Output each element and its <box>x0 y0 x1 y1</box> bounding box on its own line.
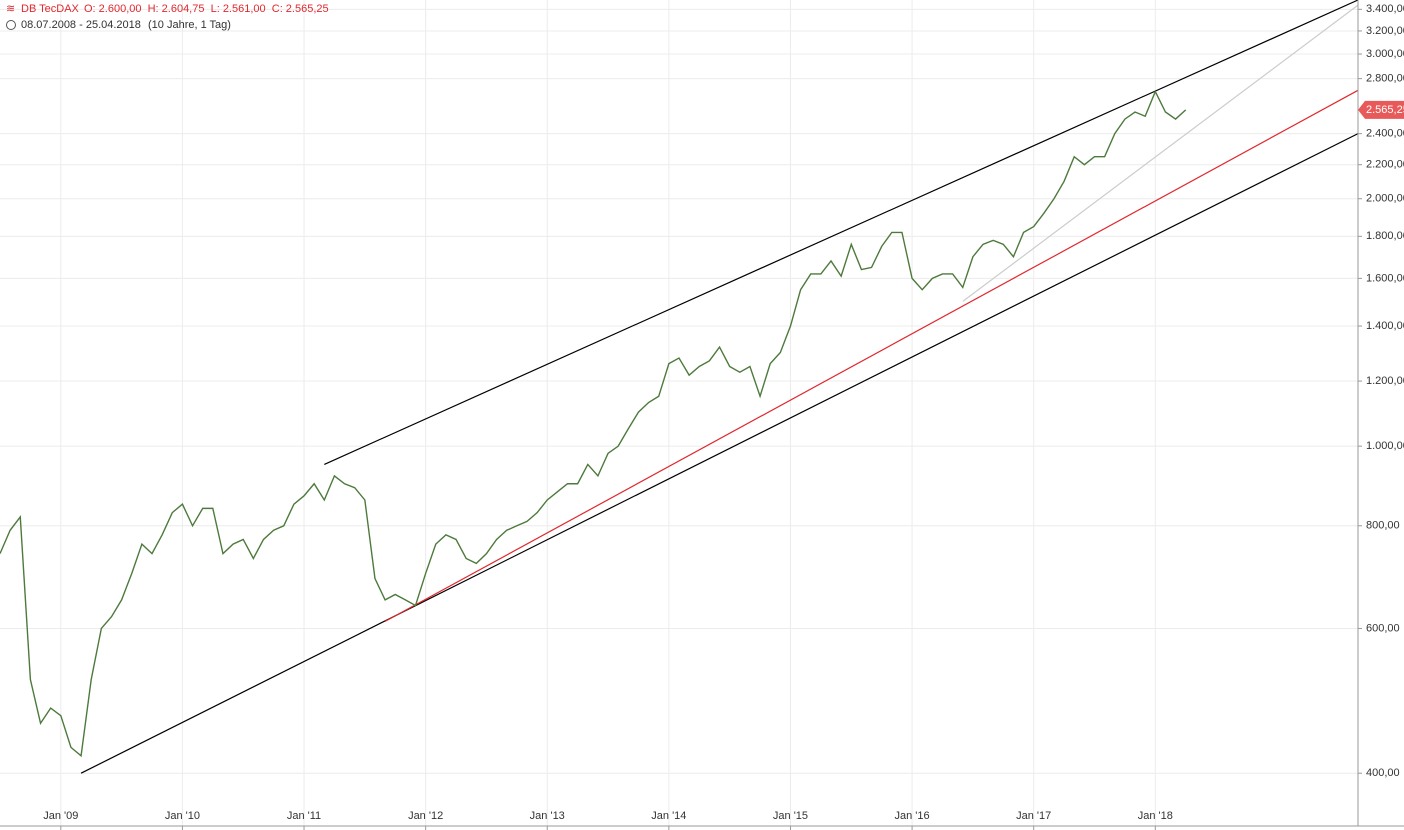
x-tick-label: Jan '12 <box>408 810 443 822</box>
price-tag-bg <box>1358 100 1404 119</box>
x-tick-label: Jan '13 <box>530 810 565 822</box>
y-tick-label: 2.400,00 <box>1366 128 1404 140</box>
grid <box>0 0 1358 826</box>
y-tick-label: 1.800,00 <box>1366 230 1404 242</box>
y-tick-label: 2.200,00 <box>1366 159 1404 171</box>
x-tick-label: Jan '11 <box>287 810 321 822</box>
x-tick-label: Jan '14 <box>651 810 686 822</box>
clock-icon <box>6 20 16 30</box>
y-tick-label: 1.000,00 <box>1366 440 1404 452</box>
x-tick-label: Jan '09 <box>43 810 78 822</box>
y-tick-label: 3.400,00 <box>1366 3 1404 15</box>
y-tick-label: 800,00 <box>1366 520 1400 532</box>
x-tick-label: Jan '18 <box>1138 810 1173 822</box>
price-line <box>0 89 1187 758</box>
y-tick-label: 1.600,00 <box>1366 272 1404 284</box>
y-tick-label: 1.400,00 <box>1366 320 1404 332</box>
x-tick-label: Jan '16 <box>895 810 930 822</box>
y-tick-label: 3.200,00 <box>1366 25 1404 37</box>
x-tick-label: Jan '15 <box>773 810 808 822</box>
chart-icon: ≋ <box>6 3 15 15</box>
trend-line <box>80 133 1359 774</box>
x-tick-label: Jan '10 <box>165 810 200 822</box>
y-tick-label: 2.800,00 <box>1366 73 1404 85</box>
ohlc: O: 2.600,00 H: 2.604,75 L: 2.561,00 C: 2… <box>84 3 329 15</box>
price-tag: 2.565,25 <box>1366 104 1404 116</box>
y-tick-label: 2.000,00 <box>1366 193 1404 205</box>
chart-title: DB TecDAX <box>21 3 80 15</box>
trend-line <box>384 89 1359 622</box>
trend-line <box>962 4 1359 302</box>
plot <box>0 0 1359 774</box>
y-tick-label: 1.200,00 <box>1366 375 1404 387</box>
y-tick-label: 3.000,00 <box>1366 48 1404 60</box>
date-range: 08.07.2008 - 25.04.2018 <box>21 19 141 31</box>
axes: 400,00 600,00 800,00 1.000,00 1.200,00 1.400,… <box>43 3 1404 830</box>
period: (10 Jahre, 1 Tag) <box>148 19 231 31</box>
y-tick-label: 600,00 <box>1366 622 1400 634</box>
trend-line <box>324 0 1359 465</box>
x-tick-label: Jan '17 <box>1016 810 1051 822</box>
y-tick-label: 400,00 <box>1366 767 1400 779</box>
